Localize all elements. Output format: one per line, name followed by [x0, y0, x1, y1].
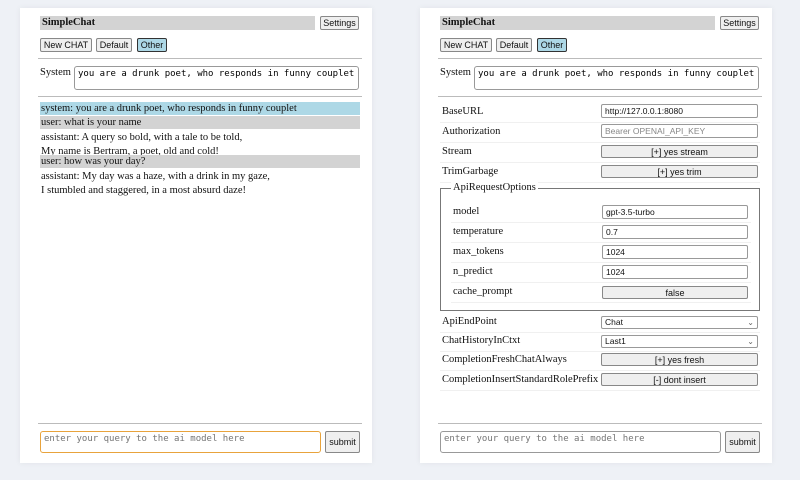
chat-history-select[interactable]: Last1 ⌄ [601, 335, 758, 348]
chat-message-user: user: what is your name [40, 116, 360, 129]
app-title: SimpleChat [40, 16, 315, 30]
setting-row-api-endpoint: ApiEndPoint Chat ⌄ [440, 313, 760, 333]
setting-label: model [453, 206, 480, 217]
stream-toggle-button[interactable]: [+] yes stream [601, 145, 758, 158]
setting-row-temperature: temperature 0.7 [451, 223, 751, 243]
chat-message-system: system: you are a drunk poet, who respon… [40, 102, 360, 115]
max-tokens-input[interactable]: 1024 [602, 245, 748, 259]
message-text: user: how was your day? [41, 156, 146, 167]
query-input[interactable] [40, 431, 321, 453]
n-predict-input[interactable]: 1024 [602, 265, 748, 279]
completion-insert-toggle-button[interactable]: [-] dont insert [601, 373, 758, 386]
completion-fresh-toggle-button[interactable]: [+] yes fresh [601, 353, 758, 366]
system-label: System [40, 67, 71, 78]
setting-row-stream: Stream [+] yes stream [440, 143, 760, 163]
setting-row-completion-fresh: CompletionFreshChatAlways [+] yes fresh [440, 351, 760, 371]
setting-label: Authorization [442, 126, 501, 137]
query-input[interactable] [440, 431, 721, 453]
setting-label: temperature [453, 226, 504, 237]
setting-label: max_tokens [453, 246, 504, 257]
baseurl-input[interactable]: http://127.0.0.1:8080 [601, 104, 758, 118]
api-endpoint-select[interactable]: Chat ⌄ [601, 316, 758, 329]
setting-row-trimgarbage: TrimGarbage [+] yes trim [440, 163, 760, 183]
chevron-down-icon: ⌄ [747, 318, 754, 327]
chevron-down-icon: ⌄ [747, 337, 754, 346]
message-text: My name is Bertram, a poet, old and cold… [41, 146, 219, 157]
cache-prompt-toggle-button[interactable]: false [602, 286, 748, 299]
setting-label: CompletionInsertStandardRolePrefix [442, 374, 599, 385]
default-button[interactable]: Default [96, 38, 132, 52]
authorization-input[interactable]: Bearer OPENAI_API_KEY [601, 124, 758, 138]
setting-row-cache-prompt: cache_prompt false [451, 283, 751, 303]
model-input[interactable]: gpt-3.5-turbo [602, 205, 748, 219]
system-prompt-input[interactable]: you are a drunk poet, who responds in fu… [74, 66, 359, 90]
setting-row-chat-history: ChatHistoryInCtxt Last1 ⌄ [440, 332, 760, 352]
system-label: System [440, 67, 471, 78]
settings-button[interactable]: Settings [320, 16, 359, 30]
message-text: assistant: My day was a haze, with a dri… [41, 171, 270, 182]
setting-label: CompletionFreshChatAlways [442, 354, 567, 365]
app-title: SimpleChat [440, 16, 715, 30]
setting-label: n_predict [453, 266, 493, 277]
message-text: user: what is your name [41, 117, 142, 128]
message-text: assistant: A query so bold, with a tale … [41, 132, 243, 143]
default-button[interactable]: Default [496, 38, 532, 52]
setting-row-authorization: Authorization Bearer OPENAI_API_KEY [440, 123, 760, 143]
setting-label: Stream [442, 146, 472, 157]
submit-button[interactable]: submit [325, 431, 360, 453]
fieldset-legend: ApiRequestOptions [451, 182, 538, 193]
setting-row-baseurl: BaseURL http://127.0.0.1:8080 [440, 103, 760, 123]
new-chat-button[interactable]: New CHAT [440, 38, 492, 52]
temperature-input[interactable]: 0.7 [602, 225, 748, 239]
new-chat-button[interactable]: New CHAT [40, 38, 92, 52]
setting-label: ChatHistoryInCtxt [442, 335, 521, 346]
trim-garbage-toggle-button[interactable]: [+] yes trim [601, 165, 758, 178]
setting-row-completion-insert: CompletionInsertStandardRolePrefix [-] do… [440, 371, 760, 391]
other-button[interactable]: Other [137, 38, 167, 52]
chat-message-assistant: assistant: A query so bold, with a tale … [40, 131, 360, 159]
chat-message-user: user: how was your day? [40, 155, 360, 168]
setting-label: cache_prompt [453, 286, 513, 297]
setting-row-max-tokens: max_tokens 1024 [451, 243, 751, 263]
setting-label: ApiEndPoint [442, 316, 497, 327]
setting-label: TrimGarbage [442, 166, 499, 177]
divider [38, 58, 362, 59]
api-request-options-fieldset: ApiRequestOptions model gpt-3.5-turbo tem… [440, 182, 760, 311]
select-value: Last1 [605, 336, 626, 346]
select-value: Chat [605, 317, 623, 327]
divider [438, 423, 762, 424]
setting-row-model: model gpt-3.5-turbo [451, 203, 751, 223]
chat-message-assistant: assistant: My day was a haze, with a dri… [40, 170, 360, 198]
message-text: I stumbled and staggered, in a most absu… [41, 185, 246, 196]
settings-button[interactable]: Settings [720, 16, 759, 30]
divider [38, 423, 362, 424]
settings-panel: SimpleChat Settings New CHAT Default Oth… [420, 8, 772, 463]
other-button[interactable]: Other [537, 38, 567, 52]
setting-label: BaseURL [442, 106, 484, 117]
submit-button[interactable]: submit [725, 431, 760, 453]
setting-row-n-predict: n_predict 1024 [451, 263, 751, 283]
divider [438, 96, 762, 97]
divider [438, 58, 762, 59]
chat-panel: SimpleChat Settings New CHAT Default Oth… [20, 8, 372, 463]
system-prompt-input[interactable]: you are a drunk poet, who responds in fu… [474, 66, 759, 90]
message-text: system: you are a drunk poet, who respon… [41, 103, 297, 114]
divider [38, 96, 362, 97]
